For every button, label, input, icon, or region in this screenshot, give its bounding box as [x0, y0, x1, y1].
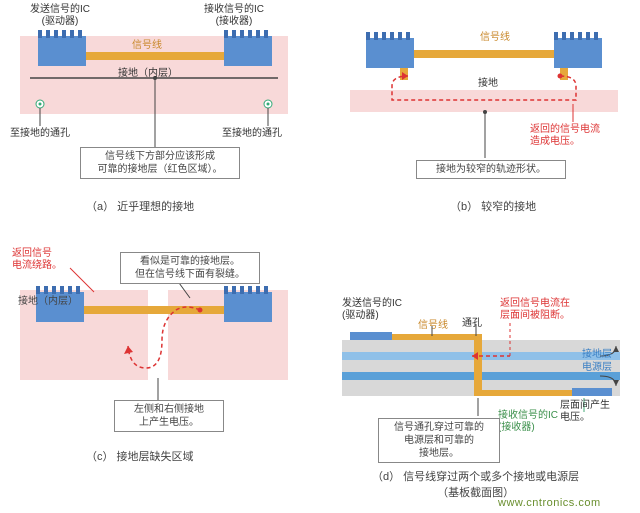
a-via-r-label: 至接地的通孔: [222, 128, 282, 140]
d-signal-label: 信号线: [418, 320, 448, 332]
b-gnd-label: 接地: [478, 78, 498, 90]
a-tx-ic-label: 发送信号的IC (驱动器): [30, 4, 90, 28]
b-ret-label: 返回的信号电流 造成电压。: [530, 124, 600, 148]
d-rx-ic-label: 接收信号的IC (接收器): [498, 410, 558, 434]
b-signal-label: 信号线: [480, 32, 510, 44]
a-caption: （a） 近乎理想的接地: [86, 198, 194, 214]
d-ret-label: 返回信号电流在 层面间被阻断。: [500, 298, 570, 322]
c-caption: （c） 接地层缺失区域: [86, 448, 194, 464]
a-signal-label: 信号线: [132, 40, 162, 52]
a-gnd-label: 接地（内层）: [118, 68, 178, 80]
c-ret-label: 返回信号 电流绕路。: [12, 248, 62, 272]
d-tx-ic-label: 发送信号的IC (驱动器): [342, 298, 402, 322]
d-note-box: 信号通孔穿过可靠的 电源层和可靠的 接地层。: [378, 418, 500, 463]
a-note-box: 信号线下方部分应该形成 可靠的接地层（红色区域）。: [80, 147, 240, 179]
c-note2-box: 左侧和右侧接地 上产生电压。: [114, 400, 224, 432]
d-pwr-layer-label: 电源层: [582, 362, 612, 374]
d-caption: （d） 信号线穿过两个或多个接地或电源层 （基板截面图）: [372, 468, 579, 500]
a-via-l-label: 至接地的通孔: [10, 128, 70, 140]
c-gnd-label: 接地（内层）: [18, 296, 78, 308]
a-rx-ic-label: 接收信号的IC (接收器): [204, 4, 264, 28]
watermark: www.cntronics.com: [498, 497, 601, 509]
c-note1-box: 看似是可靠的接地层。 但在信号线下面有裂缝。: [120, 252, 260, 284]
d-via-label: 通孔: [462, 318, 482, 330]
b-caption: （b） 较窄的接地: [450, 198, 536, 214]
d-volt-label: 层面间产生 电压。: [560, 400, 610, 424]
b-note-box: 接地为较窄的轨迹形状。: [416, 160, 566, 179]
d-gnd-layer-label: 接地层: [582, 349, 612, 361]
